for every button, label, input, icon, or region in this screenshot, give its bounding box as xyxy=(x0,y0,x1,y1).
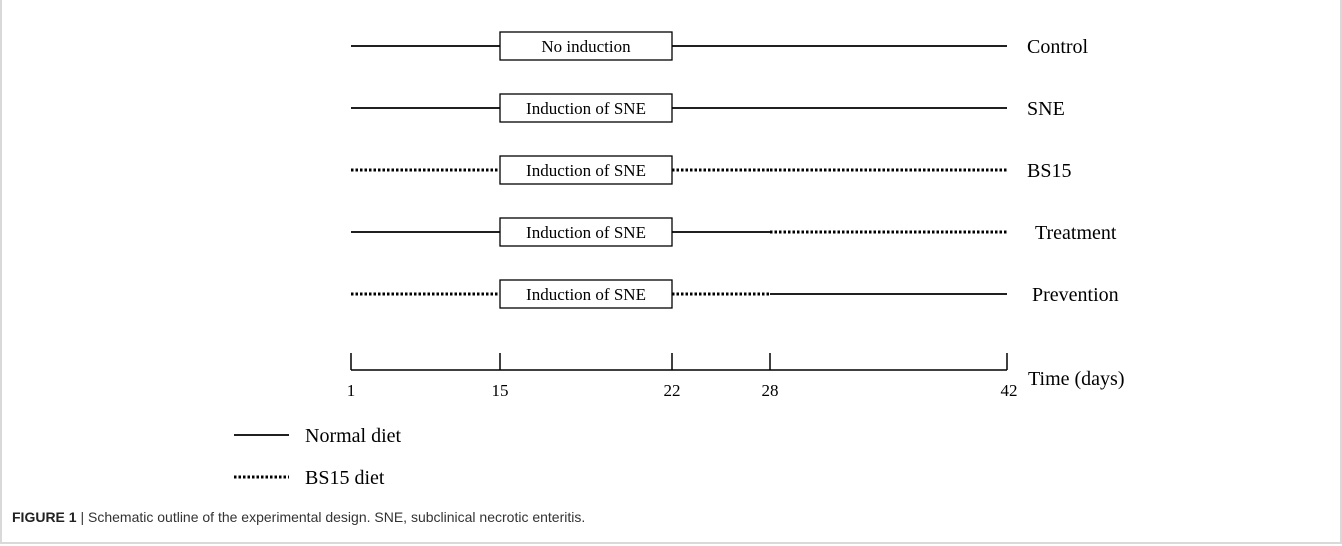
row-bs15: Induction of SNE BS15 xyxy=(351,155,1071,185)
caption-text: Schematic outline of the experimental de… xyxy=(88,509,586,525)
group-label: Control xyxy=(1027,36,1089,58)
induction-period-box xyxy=(499,155,673,185)
tick-label-22: 22 xyxy=(664,381,681,400)
row-treatment: Induction of SNE Treatment xyxy=(351,217,1117,247)
figure-number: FIGURE 1 xyxy=(12,509,77,525)
induction-box-label: No induction xyxy=(541,37,631,56)
legend-label: BS15 diet xyxy=(305,467,385,489)
induction-period-box xyxy=(499,279,673,309)
induction-box-label: Induction of SNE xyxy=(526,161,646,180)
legend-item-normal-diet: Normal diet xyxy=(234,425,402,447)
group-label: BS15 xyxy=(1027,160,1071,182)
induction-period-box xyxy=(499,217,673,247)
legend: Normal diet BS15 diet xyxy=(234,425,402,489)
induction-period-box xyxy=(499,31,673,61)
legend-label: Normal diet xyxy=(305,425,402,447)
group-label: Prevention xyxy=(1032,284,1119,306)
caption-separator: | xyxy=(76,509,88,525)
induction-box-label: Induction of SNE xyxy=(526,285,646,304)
legend-item-bs15-diet: BS15 diet xyxy=(234,467,385,489)
induction-box-label: Induction of SNE xyxy=(526,99,646,118)
time-axis-label: Time (days) xyxy=(1028,368,1124,390)
tick-label-42: 42 xyxy=(1001,381,1018,400)
group-label: SNE xyxy=(1027,98,1065,120)
induction-box-label: Induction of SNE xyxy=(526,223,646,242)
tick-label-1: 1 xyxy=(347,381,356,400)
figure-caption: FIGURE 1 | Schematic outline of the expe… xyxy=(12,509,585,525)
group-label: Treatment xyxy=(1035,222,1117,244)
time-axis: 1 15 22 28 42 Time (days) xyxy=(347,353,1124,400)
row-control: No induction Control xyxy=(351,31,1089,61)
row-sne: Induction of SNE SNE xyxy=(351,93,1065,123)
row-prevention: Induction of SNE Prevention xyxy=(351,279,1119,309)
tick-label-28: 28 xyxy=(762,381,779,400)
tick-label-15: 15 xyxy=(492,381,509,400)
induction-period-box xyxy=(499,93,673,123)
